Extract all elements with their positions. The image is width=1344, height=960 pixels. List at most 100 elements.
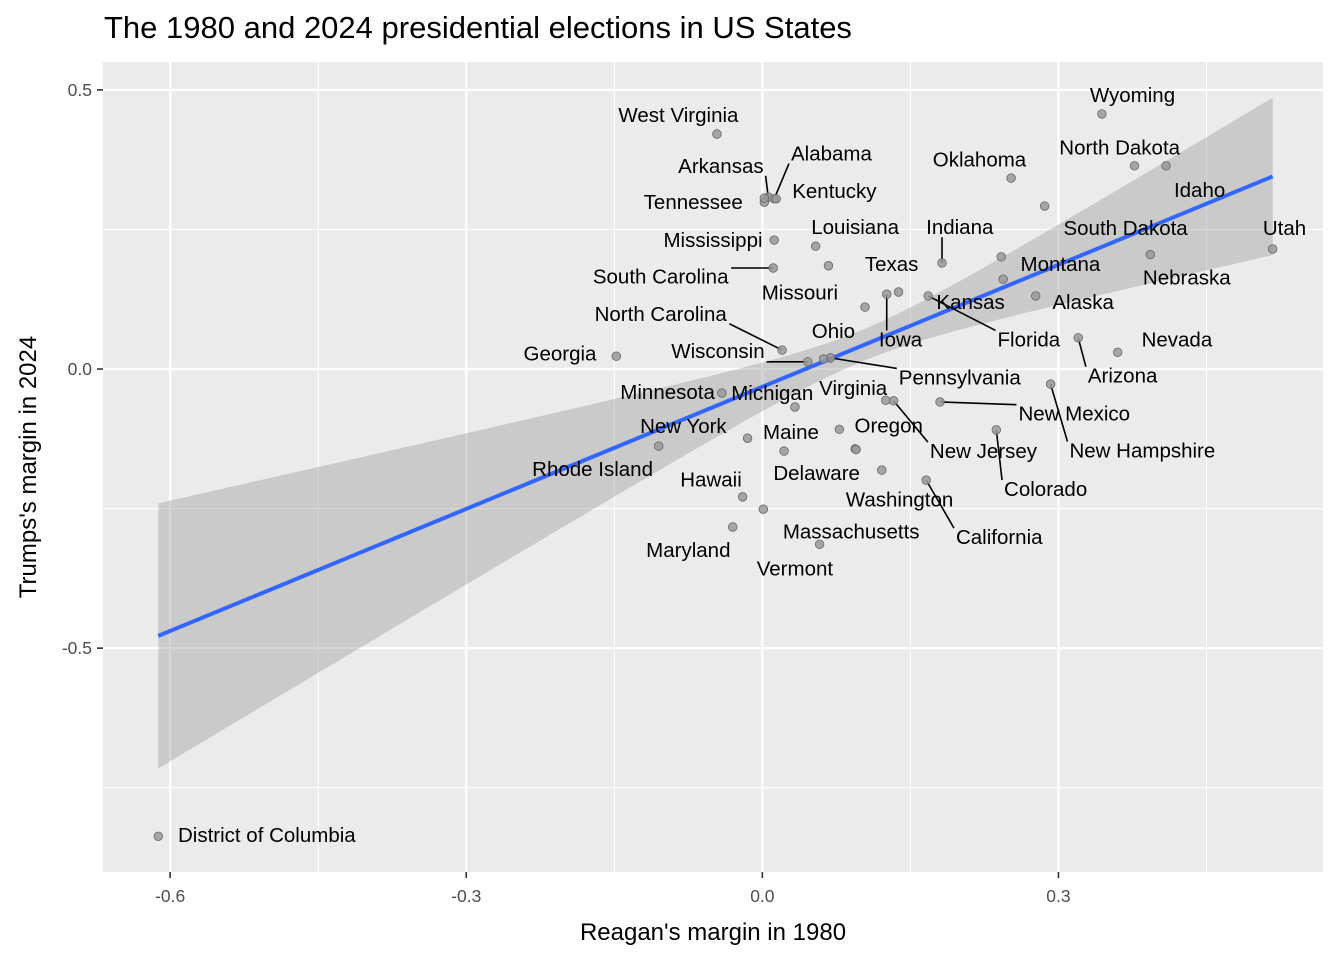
data-point (1045, 379, 1056, 389)
data-point (998, 274, 1008, 284)
point-label: Massachusetts (783, 520, 920, 543)
x-tick-label: -0.6 (155, 886, 185, 906)
label-leader-line (995, 429, 1003, 481)
data-point (769, 235, 779, 245)
data-point (803, 357, 813, 367)
y-tick-label: 0.0 (68, 359, 93, 379)
point-label: South Dakota (1063, 217, 1188, 240)
label-leader-line (927, 295, 996, 332)
data-point (1006, 173, 1016, 183)
point-label: Oregon (855, 414, 923, 437)
point-label: Hawaii (680, 469, 742, 492)
point-label: Virginia (819, 377, 888, 400)
point-label: Maine (763, 421, 819, 444)
point-label: Nebraska (1143, 266, 1231, 289)
data-point (877, 465, 887, 475)
point-label: Minnesota (620, 381, 715, 404)
data-point (742, 433, 753, 443)
point-label: Washington (846, 489, 954, 512)
y-axis-title: Trumps's margin in 2024 (15, 336, 42, 598)
data-point (823, 261, 834, 271)
major-gridlines (103, 62, 1323, 872)
data-point (790, 402, 800, 412)
y-tick-label: -0.5 (62, 638, 92, 658)
data-point (860, 302, 870, 312)
point-label: Wyoming (1090, 84, 1175, 107)
data-point (654, 441, 664, 451)
data-point (153, 831, 163, 841)
point-label: Oklahoma (933, 149, 1027, 172)
point-label: Pennsylvania (899, 366, 1022, 389)
data-point (1129, 161, 1140, 171)
data-point (1161, 161, 1171, 171)
point-label: Idaho (1174, 179, 1225, 202)
point-label: Delaware (773, 462, 860, 485)
point-label: New Jersey (930, 440, 1038, 463)
regression-line (157, 174, 1274, 638)
confidence-band-layer (158, 97, 1273, 769)
point-label: Georgia (524, 342, 598, 365)
x-tick-label: -0.3 (451, 886, 481, 906)
data-point (771, 194, 781, 204)
data-point (712, 129, 722, 139)
point-label: Missouri (762, 282, 838, 305)
data-point (1031, 291, 1041, 301)
point-label: Vermont (757, 557, 834, 580)
point-label: Kansas (936, 291, 1004, 314)
point-label: West Virginia (618, 104, 739, 127)
data-point (717, 388, 727, 398)
point-label: New Hampshire (1069, 440, 1215, 463)
point-label: Tennessee (644, 191, 743, 214)
point-label: Wisconsin (671, 340, 764, 363)
point-label: District of Columbia (178, 824, 356, 847)
point-label: Montana (1021, 253, 1101, 276)
plot-panel (103, 62, 1323, 872)
label-leader-line (1049, 383, 1069, 442)
data-point (921, 475, 931, 485)
point-label: Kentucky (792, 180, 877, 203)
data-point (935, 397, 945, 407)
point-label: Arkansas (678, 155, 763, 178)
data-point (737, 492, 748, 502)
point-label: Utah (1263, 217, 1306, 240)
data-point (779, 446, 789, 456)
data-point (777, 345, 787, 355)
axes: -0.6 -0.3 0.0 0.3 0.5 0.0 -0.5 (62, 80, 1071, 906)
point-labels: West Virginia Arkansas Tennessee Alabama Ken… (178, 84, 1306, 847)
point-label: Nevada (1142, 328, 1213, 351)
data-point (810, 241, 821, 251)
data-point (1145, 249, 1155, 260)
point-label: New Mexico (1018, 403, 1130, 426)
point-label: Ohio (812, 320, 855, 343)
data-point (758, 504, 769, 514)
point-label: Colorado (1004, 478, 1087, 501)
chart-title: The 1980 and 2024 presidential elections… (104, 10, 852, 45)
point-label: Texas (865, 253, 919, 276)
data-point (881, 395, 891, 405)
y-tick-label: 0.5 (68, 80, 92, 100)
data-point (818, 354, 829, 364)
data-point (1097, 109, 1107, 119)
point-label: New York (640, 415, 727, 438)
point-label: Alaska (1052, 291, 1114, 314)
x-tick-label: 0.0 (750, 886, 775, 906)
data-point (768, 263, 778, 273)
data-point (991, 425, 1001, 435)
label-leader-line (773, 163, 790, 200)
point-label: Maryland (646, 539, 730, 562)
data-point (759, 193, 770, 203)
data-point (923, 291, 933, 301)
point-label: Mississippi (663, 229, 762, 252)
data-point (937, 258, 947, 268)
data-point (1073, 333, 1083, 343)
data-point (1112, 347, 1123, 357)
data-point (611, 351, 621, 361)
label-leader-line (925, 479, 955, 529)
points-layer (153, 109, 1278, 841)
data-point (882, 289, 892, 299)
data-point (1267, 244, 1278, 254)
label-leader-line (729, 323, 783, 351)
point-label: North Carolina (595, 303, 728, 326)
label-leader-line (893, 400, 929, 443)
